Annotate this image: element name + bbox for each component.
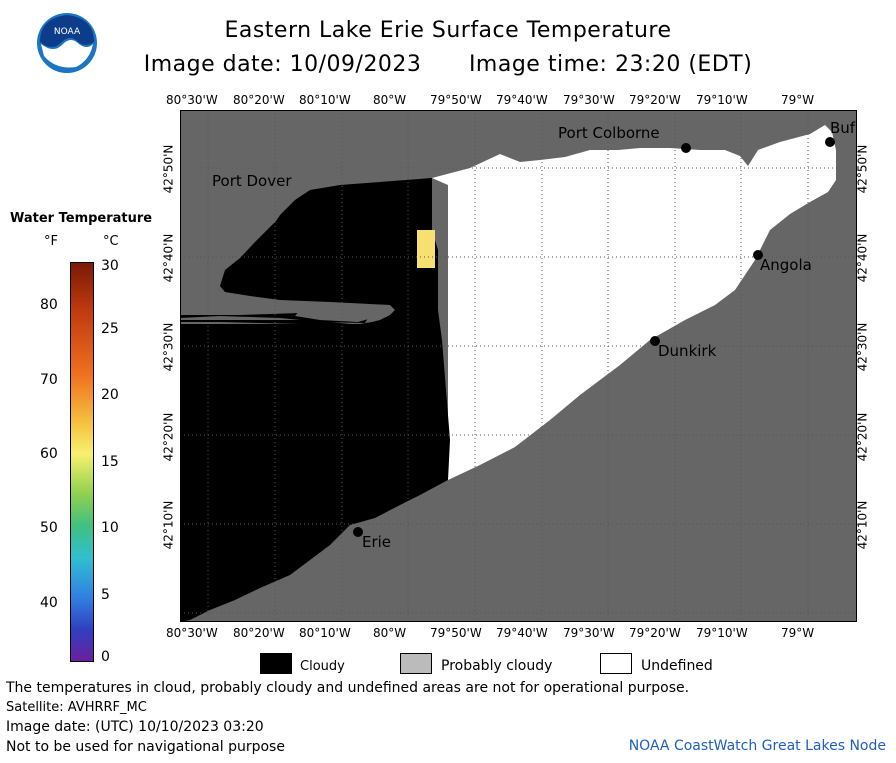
lon-label: 80°30'W <box>166 93 218 107</box>
navigation-warning: Not to be used for navigational purpose <box>6 739 285 755</box>
credit-text: NOAA CoastWatch Great Lakes Node <box>628 738 886 754</box>
undefined-swatch <box>600 653 632 674</box>
disclaimer-text: The temperatures in cloud, probably clou… <box>6 680 690 696</box>
lon-label: 79°50'W <box>430 93 482 107</box>
f-tick: 60 <box>40 446 58 462</box>
lon-label: 79°10'W <box>696 626 748 640</box>
lat-label: 42°50'N <box>161 144 176 194</box>
legend-title: Water Temperature <box>10 211 153 226</box>
image-time: Image time: 23:20 (EDT) <box>468 52 753 77</box>
f-tick: 40 <box>40 595 58 611</box>
image-date-line: Image date: 10/09/2023 Image time: 23:20… <box>0 52 896 77</box>
undefined-water-region <box>432 125 836 480</box>
lon-label: 79°30'W <box>563 626 615 640</box>
lon-label: 79°20'W <box>629 93 681 107</box>
angola-label: Angola <box>760 256 812 274</box>
lat-label: 42°10'N <box>855 500 870 550</box>
port-colborne-marker <box>681 143 691 153</box>
page-title: Eastern Lake Erie Surface Temperature <box>224 18 672 43</box>
lon-label: 80°W <box>373 626 407 640</box>
lat-label: 42°10'N <box>161 500 176 550</box>
dunkirk-label: Dunkirk <box>658 342 717 360</box>
lat-label: 42°50'N <box>855 144 870 194</box>
lon-label: 79°30'W <box>563 93 615 107</box>
lon-label: 79°W <box>781 93 815 107</box>
lat-label: 42°30'N <box>161 322 176 372</box>
cloudy-label: Cloudy <box>300 659 345 674</box>
lon-label: 80°20'W <box>233 626 285 640</box>
lat-label: 42°20'N <box>855 412 870 462</box>
lat-label: 42°40'N <box>855 233 870 283</box>
lon-label: 80°10'W <box>299 93 351 107</box>
unit-c: °C <box>103 234 119 249</box>
cloudy-swatch <box>260 653 292 674</box>
probably-cloudy-label: Probably cloudy <box>441 658 553 674</box>
graticule <box>180 110 857 622</box>
lat-label: 42°40'N <box>161 233 176 283</box>
lon-label: 80°20'W <box>233 93 285 107</box>
lat-label: 42°20'N <box>161 412 176 462</box>
lon-label: 79°W <box>781 626 815 640</box>
lon-label: 79°50'W <box>430 626 482 640</box>
port-colborne-label: Port Colborne <box>558 124 660 142</box>
lon-label: 80°W <box>373 93 407 107</box>
noaa-logo: NOAA <box>36 12 98 74</box>
erie-marker <box>353 527 363 537</box>
cloud-region-main <box>180 178 450 622</box>
undefined-label: Undefined <box>641 658 713 674</box>
lon-label: 79°40'W <box>496 93 548 107</box>
unit-f: °F <box>44 234 58 249</box>
c-tick: 10 <box>101 520 119 536</box>
c-tick: 5 <box>101 587 110 603</box>
angola-marker <box>753 250 763 260</box>
satellite-text: Satellite: AVHRRF_MC <box>6 700 147 715</box>
lon-label: 79°40'W <box>496 626 548 640</box>
erie-label: Erie <box>362 533 391 551</box>
c-tick: 20 <box>101 387 119 403</box>
lake-map: Port Colborne Buf Port Dover Angola Dunk… <box>180 110 857 622</box>
warm-pixel-block <box>417 230 435 268</box>
lon-label: 79°10'W <box>696 93 748 107</box>
lon-label: 80°30'W <box>166 626 218 640</box>
dunkirk-marker <box>650 336 660 346</box>
lon-label: 79°20'W <box>629 626 681 640</box>
f-tick: 50 <box>40 520 58 536</box>
f-tick: 80 <box>40 297 58 313</box>
f-tick: 70 <box>40 372 58 388</box>
utc-date-text: Image date: (UTC) 10/10/2023 03:20 <box>6 719 264 735</box>
c-tick: 0 <box>101 649 110 665</box>
lon-label: 80°10'W <box>299 626 351 640</box>
c-tick: 30 <box>101 258 119 274</box>
probably-cloudy-swatch <box>400 653 432 674</box>
temperature-colorbar <box>70 262 94 662</box>
buffalo-marker <box>825 137 835 147</box>
buffalo-label: Buf <box>830 119 856 137</box>
lat-label: 42°30'N <box>855 322 870 372</box>
port-dover-label: Port Dover <box>212 172 292 190</box>
c-tick: 25 <box>101 321 119 337</box>
long-point-spit <box>295 310 372 322</box>
c-tick: 15 <box>101 454 119 470</box>
image-date: Image date: 10/09/2023 <box>143 52 422 77</box>
svg-text:NOAA: NOAA <box>54 27 81 37</box>
